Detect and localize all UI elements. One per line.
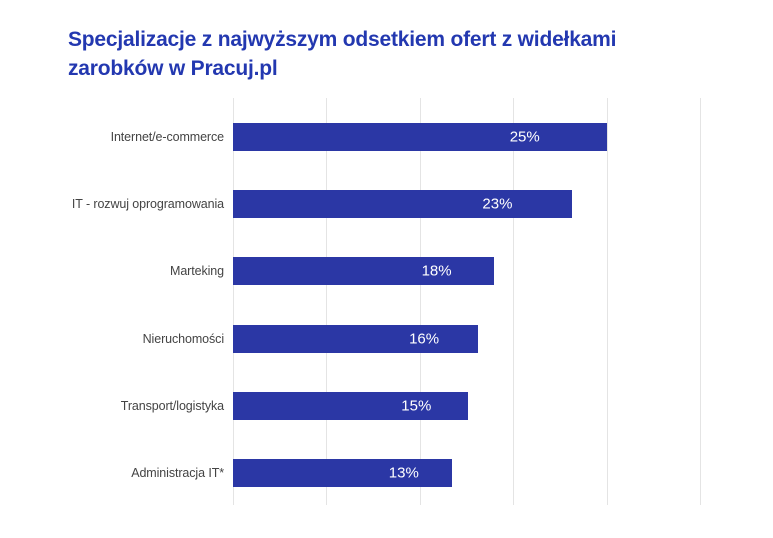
bar: 15% [233,392,468,421]
category-label: Administracja IT* [131,466,224,481]
chart-title-line-2: zarobków w Pracuj.pl [68,57,278,80]
value-label: 23% [482,195,513,213]
chart-title-line-1: Specjalizacje z najwyższym odsetkiem ofe… [68,28,617,51]
value-label: 18% [421,262,452,280]
value-label: 15% [401,397,432,415]
bar: 25% [233,122,607,151]
category-label: IT - rozwuj oprogramowania [71,197,224,212]
category-label: Marteking [170,264,224,279]
bar: 18% [233,257,494,286]
category-label: Internet/e-commerce [110,129,225,144]
gridline [513,98,514,505]
gridline [420,98,421,505]
axis-baseline [233,98,234,505]
category-label: Transport/logistyka [120,399,224,414]
gridline [607,98,608,505]
bar: 16% [233,324,478,353]
category-label: Nieruchomości [142,331,224,346]
value-label: 16% [409,330,440,348]
value-label: 25% [509,128,540,146]
plot-area: 25% 23% 18% 16% 15% 13% [233,98,701,505]
chart-title: Specjalizacje z najwyższym odsetkiem ofe… [68,25,616,83]
bar: 23% [233,190,572,219]
bar: 13% [233,459,452,488]
gridline [700,98,701,505]
gridline [326,98,327,505]
value-label: 13% [388,464,419,482]
